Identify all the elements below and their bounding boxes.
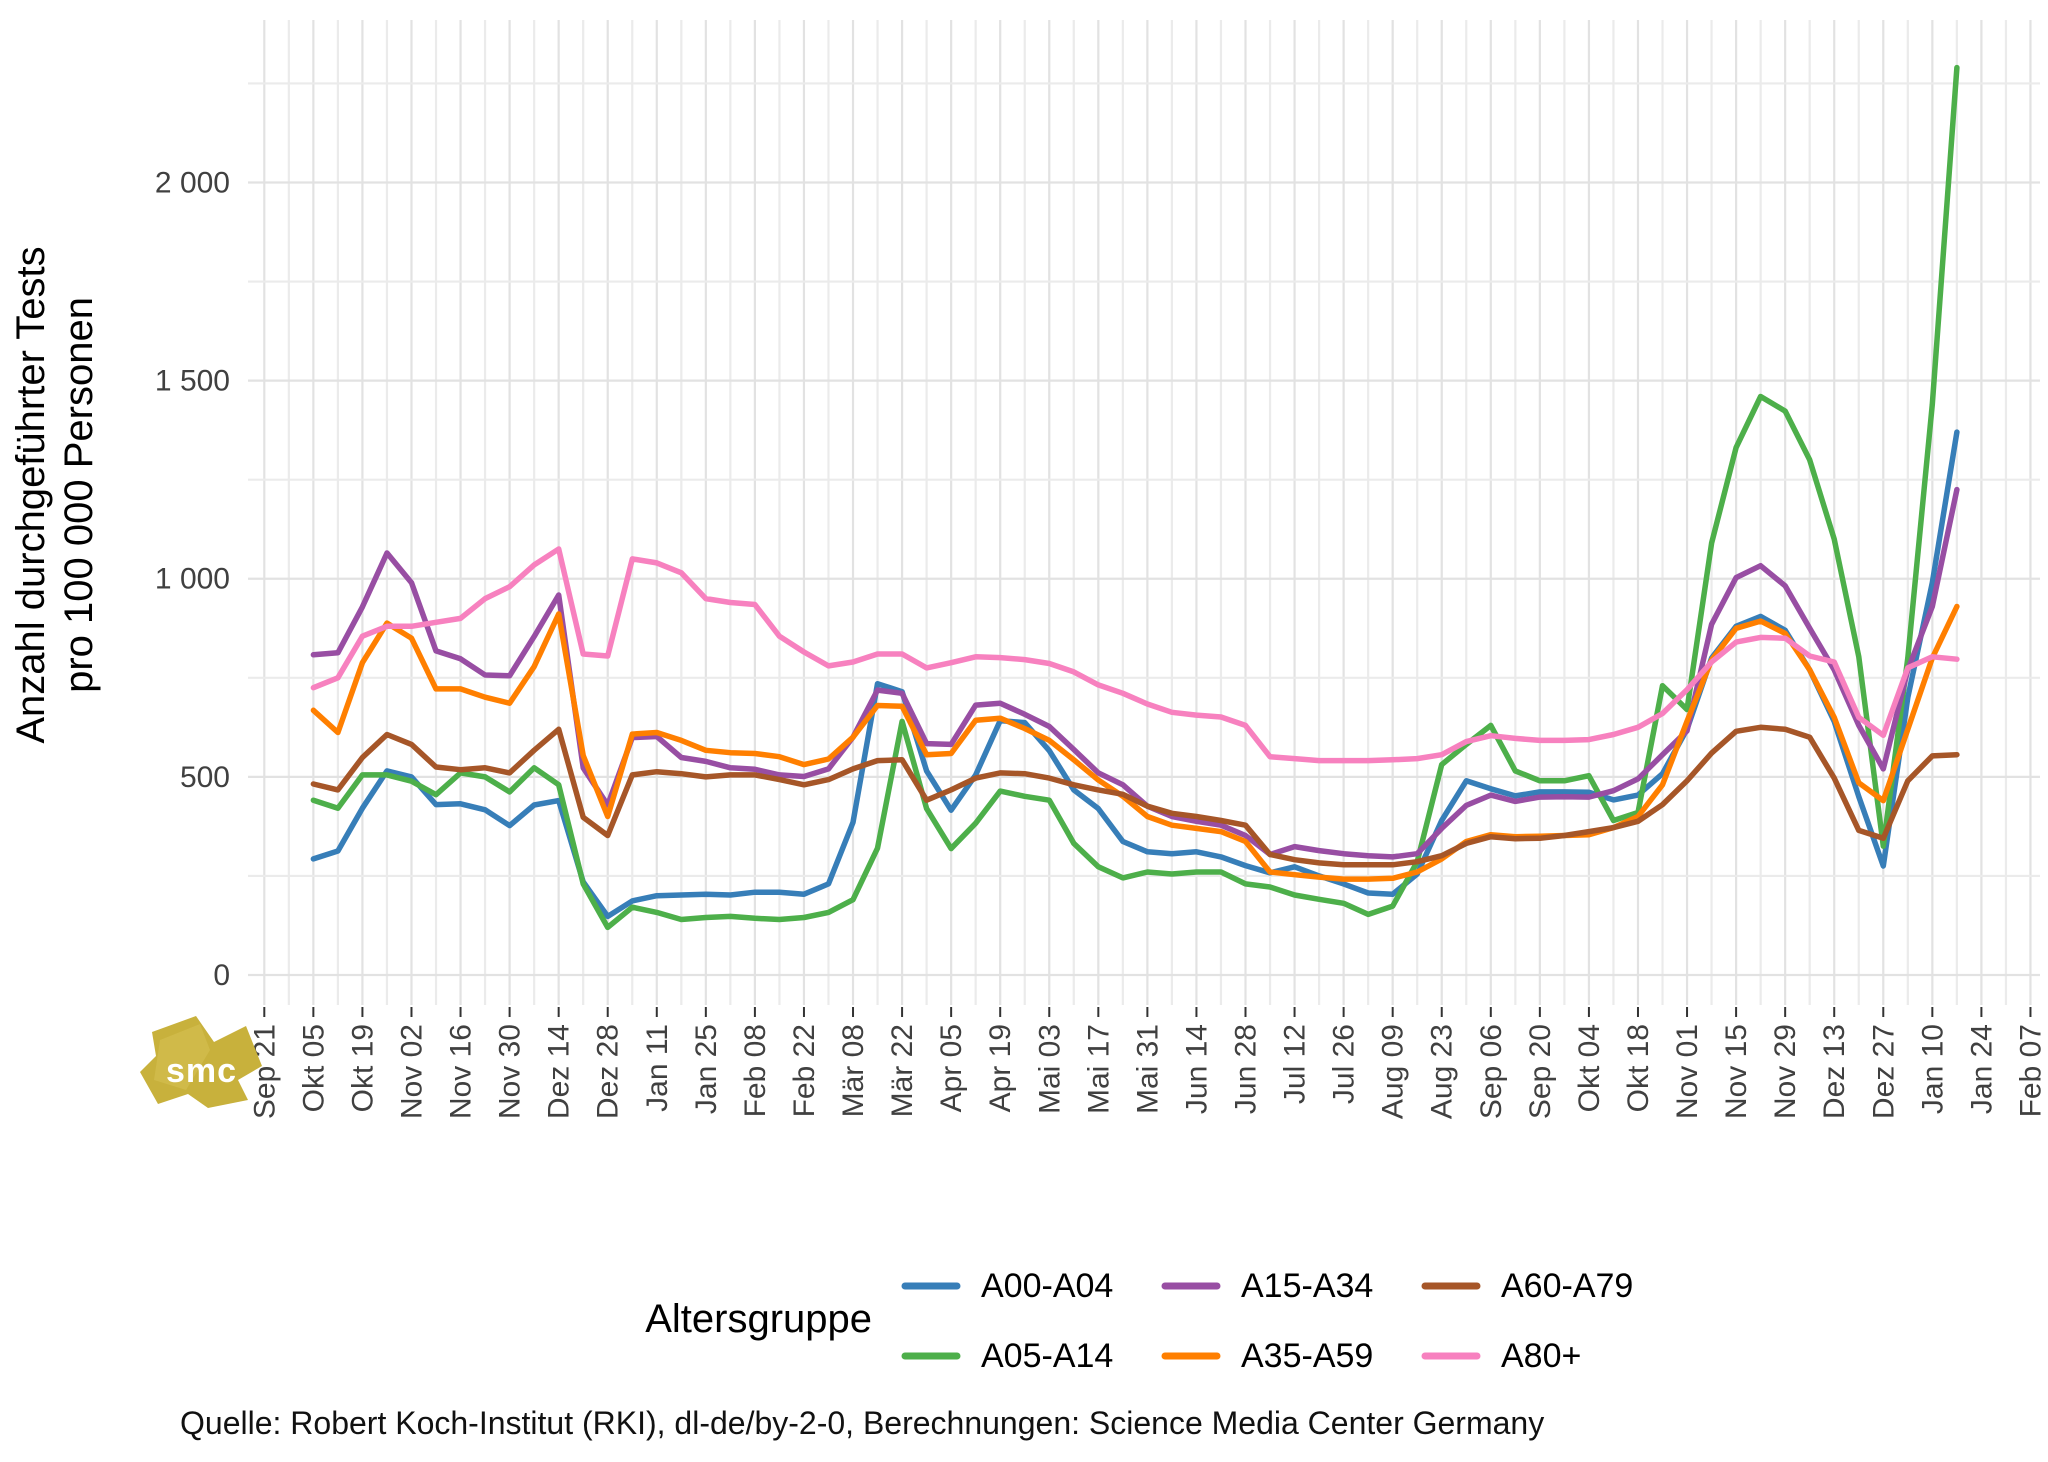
legend-item-A00-A04: A00-A04 bbox=[901, 1267, 1113, 1305]
x-label-Sep 20: Sep 20 bbox=[1524, 1024, 1557, 1119]
x-label-Jun 14: Jun 14 bbox=[1180, 1024, 1213, 1114]
x-label-Sep 06: Sep 06 bbox=[1475, 1024, 1508, 1119]
x-label-Aug 09: Aug 09 bbox=[1377, 1024, 1410, 1119]
legend-label-A05-A14: A05-A14 bbox=[981, 1337, 1113, 1375]
x-label-Jul 26: Jul 26 bbox=[1328, 1024, 1361, 1104]
smc-logo-text: smc bbox=[166, 1052, 237, 1090]
legend-item-A15-A34: A15-A34 bbox=[1161, 1267, 1373, 1305]
legend-label-A80+: A80+ bbox=[1501, 1337, 1581, 1375]
y-label-500: 500 bbox=[180, 761, 230, 794]
smc-logo-facet bbox=[154, 1024, 210, 1090]
x-label-Feb 07: Feb 07 bbox=[2014, 1024, 2047, 1117]
x-label-Nov 01: Nov 01 bbox=[1671, 1024, 1704, 1119]
series-line-A00-A04 bbox=[310, 429, 1960, 920]
legend-item-A80+: A80+ bbox=[1421, 1337, 1581, 1375]
x-label-Okt 19: Okt 19 bbox=[346, 1024, 379, 1112]
legend-item-A35-A59: A35-A59 bbox=[1161, 1337, 1373, 1375]
x-label-Nov 16: Nov 16 bbox=[445, 1024, 478, 1119]
x-label-Feb 08: Feb 08 bbox=[739, 1024, 772, 1117]
x-label-Jun 28: Jun 28 bbox=[1230, 1024, 1263, 1114]
x-label-Okt 04: Okt 04 bbox=[1573, 1024, 1606, 1112]
x-label-Okt 18: Okt 18 bbox=[1622, 1024, 1655, 1112]
x-label-Mär 22: Mär 22 bbox=[886, 1024, 919, 1117]
x-label-Nov 15: Nov 15 bbox=[1720, 1024, 1753, 1119]
x-label-Mai 31: Mai 31 bbox=[1131, 1024, 1164, 1114]
x-label-Nov 29: Nov 29 bbox=[1769, 1024, 1802, 1119]
x-label-Nov 02: Nov 02 bbox=[395, 1024, 428, 1119]
legend-label-A00-A04: A00-A04 bbox=[981, 1267, 1113, 1305]
legend-item-A05-A14: A05-A14 bbox=[901, 1337, 1113, 1375]
y-axis-title-line2: pro 100 000 Personen bbox=[57, 297, 101, 693]
series-line-A35-A59 bbox=[310, 603, 1960, 882]
x-label-Jul 12: Jul 12 bbox=[1279, 1024, 1312, 1104]
y-axis-labels: 0 500 1 000 1 500 2 000 bbox=[155, 166, 230, 992]
y-label-2000: 2 000 bbox=[155, 166, 230, 199]
series-line-A60-A79 bbox=[310, 724, 1960, 868]
x-label-Mai 17: Mai 17 bbox=[1082, 1024, 1115, 1114]
legend: A00-A04 A05-A14 A15-A34 A35-A59 A60-A79 A80+ bbox=[901, 1267, 1633, 1375]
x-axis-labels: Sep 21 Okt 05 Okt 19 Nov 02 Nov 16 Nov 30 Dez … bbox=[248, 1024, 2047, 1119]
x-label-Jan 11: Jan 11 bbox=[641, 1024, 674, 1112]
source-caption: Quelle: Robert Koch-Institut (RKI), dl-d… bbox=[180, 1405, 1544, 1441]
x-label-Dez 14: Dez 14 bbox=[543, 1024, 576, 1119]
legend-label-A35-A59: A35-A59 bbox=[1241, 1337, 1373, 1375]
x-label-Mär 08: Mär 08 bbox=[837, 1024, 870, 1117]
legend-label-A15-A34: A15-A34 bbox=[1241, 1267, 1373, 1305]
x-label-Mai 03: Mai 03 bbox=[1033, 1024, 1066, 1114]
y-label-1000: 1 000 bbox=[155, 563, 230, 596]
x-label-Dez 27: Dez 27 bbox=[1867, 1024, 1900, 1119]
x-label-Jan 25: Jan 25 bbox=[690, 1024, 723, 1114]
x-axis-ticks bbox=[263, 1007, 2032, 1017]
horizontal-gridlines bbox=[248, 82, 2040, 977]
smc-logo: smc bbox=[140, 1016, 262, 1108]
x-label-Feb 22: Feb 22 bbox=[788, 1024, 821, 1117]
legend-item-A60-A79: A60-A79 bbox=[1421, 1267, 1633, 1305]
data-series-lines bbox=[310, 64, 1960, 931]
x-label-Jan 24: Jan 24 bbox=[1965, 1024, 1998, 1114]
series-line-A05-A14 bbox=[310, 64, 1960, 931]
y-label-1500: 1 500 bbox=[155, 365, 230, 398]
x-label-Apr 19: Apr 19 bbox=[984, 1024, 1017, 1112]
x-label-Aug 23: Aug 23 bbox=[1426, 1024, 1459, 1119]
x-label-Okt 05: Okt 05 bbox=[297, 1024, 330, 1112]
y-axis-title-line1: Anzahl durchgeführter Tests bbox=[9, 246, 53, 743]
x-label-Nov 30: Nov 30 bbox=[494, 1024, 527, 1119]
vertical-gridlines bbox=[263, 20, 2032, 1005]
y-label-0: 0 bbox=[213, 959, 230, 992]
x-label-Apr 05: Apr 05 bbox=[935, 1024, 968, 1112]
legend-label-A60-A79: A60-A79 bbox=[1501, 1267, 1633, 1305]
x-label-Dez 13: Dez 13 bbox=[1818, 1024, 1851, 1119]
legend-title: Altersgruppe bbox=[645, 1297, 872, 1341]
series-line-A80+ bbox=[310, 546, 1960, 764]
x-label-Jan 10: Jan 10 bbox=[1916, 1024, 1949, 1114]
x-label-Dez 28: Dez 28 bbox=[592, 1024, 625, 1119]
x-label-Sep 21: Sep 21 bbox=[248, 1024, 281, 1119]
